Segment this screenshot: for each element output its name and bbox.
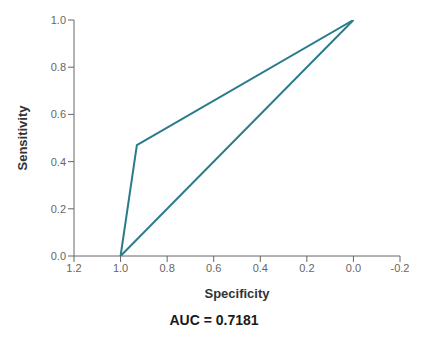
svg-text:0.8: 0.8 [159,262,174,274]
svg-text:1.0: 1.0 [51,14,66,26]
svg-text:1.0: 1.0 [113,262,128,274]
svg-text:Specificity: Specificity [204,286,270,301]
svg-text:0.6: 0.6 [51,108,66,120]
svg-text:Sensitivity: Sensitivity [15,105,30,171]
svg-text:0.6: 0.6 [206,262,221,274]
svg-text:1.2: 1.2 [66,262,81,274]
svg-text:0.4: 0.4 [253,262,268,274]
svg-text:-0.2: -0.2 [391,262,410,274]
svg-text:0.2: 0.2 [51,203,66,215]
svg-text:0.0: 0.0 [51,250,66,262]
svg-text:0.4: 0.4 [51,156,66,168]
svg-text:0.2: 0.2 [299,262,314,274]
svg-text:0.8: 0.8 [51,61,66,73]
html-text:AUC = 0.7181: AUC = 0.7181 [169,312,259,328]
svg-text:0.0: 0.0 [346,262,361,274]
